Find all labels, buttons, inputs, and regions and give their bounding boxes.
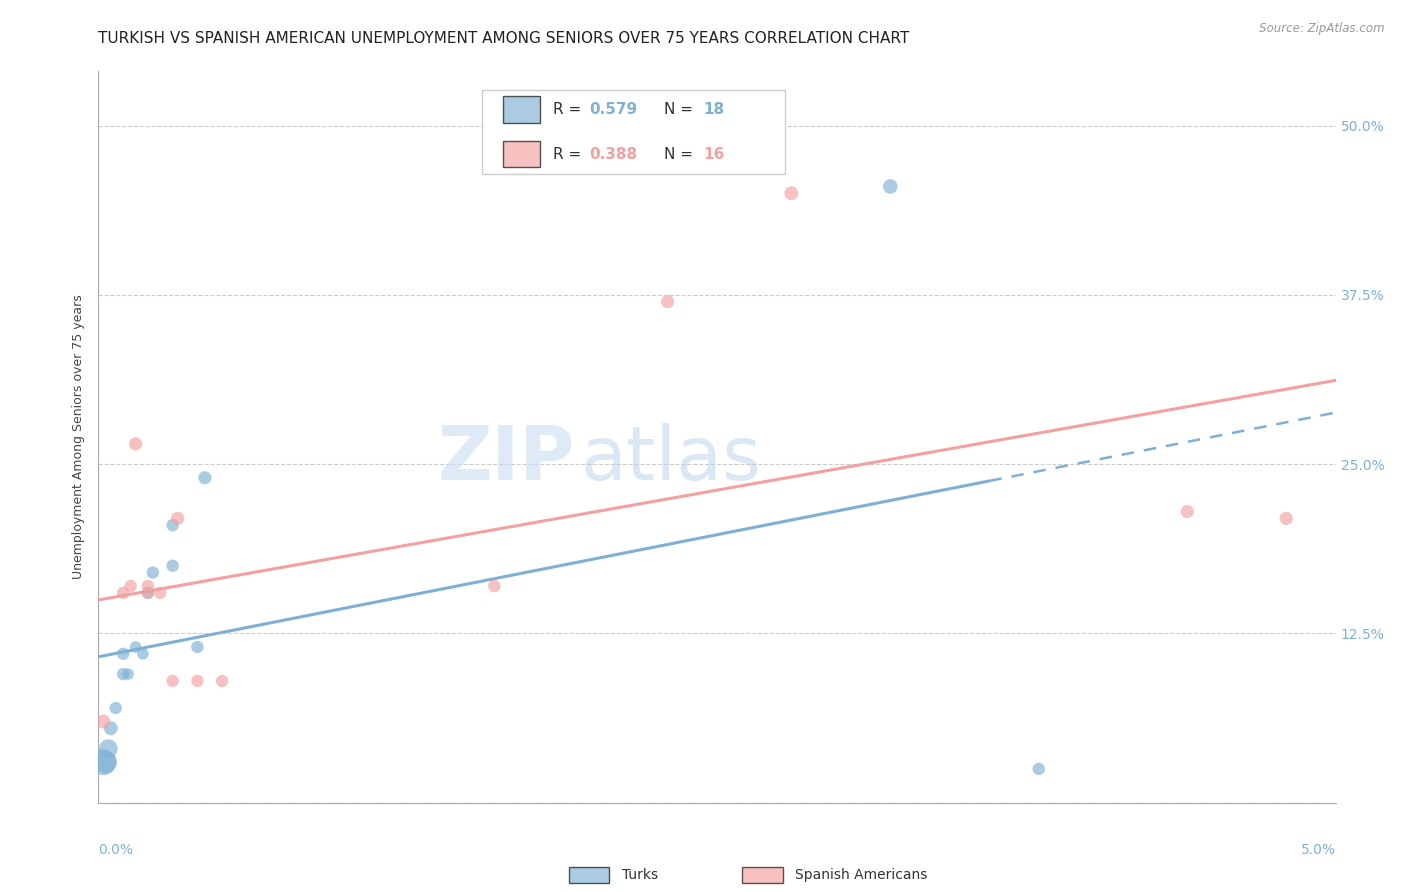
Point [93, 714, 115, 729]
Text: Source: ZipAtlas.com: Source: ZipAtlas.com [1260, 22, 1385, 36]
Point [93, 755, 115, 769]
Text: R =: R = [553, 102, 586, 117]
Point [112, 667, 135, 681]
Text: Turks: Turks [621, 868, 658, 882]
Point [142, 566, 165, 580]
Y-axis label: Unemployment Among Seniors over 75 years: Unemployment Among Seniors over 75 years [72, 294, 86, 580]
Point [124, 437, 146, 451]
Text: atlas: atlas [581, 423, 762, 496]
Text: 0.0%: 0.0% [98, 843, 134, 857]
Point [162, 518, 184, 533]
Text: 0.388: 0.388 [589, 146, 638, 161]
Text: TURKISH VS SPANISH AMERICAN UNEMPLOYMENT AMONG SENIORS OVER 75 YEARS CORRELATION: TURKISH VS SPANISH AMERICAN UNEMPLOYMENT… [98, 31, 910, 46]
FancyBboxPatch shape [503, 96, 540, 122]
Text: 18: 18 [703, 102, 724, 117]
Point [166, 511, 188, 525]
Text: ZIP: ZIP [437, 423, 575, 496]
Text: 0.579: 0.579 [589, 102, 638, 117]
FancyBboxPatch shape [742, 867, 783, 883]
Point [186, 673, 208, 688]
FancyBboxPatch shape [568, 867, 609, 883]
Point [132, 647, 155, 661]
Point [186, 640, 208, 654]
Point [112, 647, 135, 661]
Point [104, 701, 127, 715]
Point [97, 741, 120, 756]
Point [94, 755, 117, 769]
Text: Spanish Americans: Spanish Americans [794, 868, 928, 882]
Text: N =: N = [664, 102, 697, 117]
Point [1028, 762, 1050, 776]
Point [194, 471, 217, 485]
Point [136, 586, 159, 600]
Text: 5.0%: 5.0% [1301, 843, 1336, 857]
Point [112, 586, 135, 600]
Point [780, 186, 803, 201]
Point [484, 579, 506, 593]
Point [879, 179, 901, 194]
Point [1275, 511, 1298, 525]
Point [657, 294, 679, 309]
Point [162, 673, 184, 688]
Point [136, 579, 159, 593]
Point [117, 667, 139, 681]
Point [136, 586, 159, 600]
Point [1175, 505, 1198, 519]
Point [100, 721, 122, 735]
Point [120, 579, 142, 593]
FancyBboxPatch shape [503, 141, 540, 167]
Point [149, 586, 172, 600]
Point [211, 673, 233, 688]
Text: 16: 16 [703, 146, 724, 161]
Text: N =: N = [664, 146, 697, 161]
Point [162, 558, 184, 573]
FancyBboxPatch shape [482, 90, 785, 174]
Point [124, 640, 146, 654]
Text: R =: R = [553, 146, 586, 161]
